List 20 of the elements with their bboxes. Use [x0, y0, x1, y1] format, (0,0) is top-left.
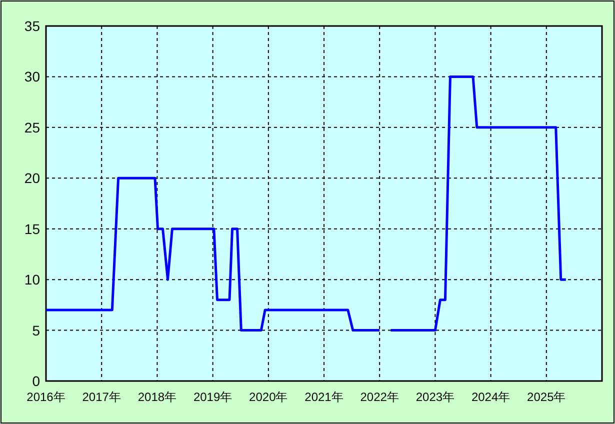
x-tick-label: 2021年: [304, 390, 344, 404]
x-tick-label: 2019年: [193, 390, 232, 404]
y-tick-label: 25: [24, 119, 40, 136]
y-tick-label: 15: [24, 220, 40, 237]
x-tick-label: 2025年: [527, 390, 566, 404]
line-series: [389, 75, 568, 332]
x-tick-label: 2020年: [249, 390, 288, 404]
x-tick-label: 2017年: [82, 390, 121, 404]
y-tick-label: 0: [32, 373, 40, 389]
y-tick-label: 30: [24, 68, 40, 85]
y-tick-label: 35: [24, 18, 40, 34]
y-tick-label: 20: [24, 170, 40, 186]
x-tick-label: 2016年: [26, 390, 66, 404]
y-tick-label: 5: [32, 322, 40, 338]
x-tick-label: 2024年: [471, 390, 510, 404]
y-tick-label: 10: [24, 272, 40, 288]
x-tick-label: 2022年: [360, 390, 399, 404]
x-tick-label: 2023年: [416, 390, 455, 404]
line-series: [44, 176, 381, 332]
x-tick-label: 2018年: [138, 390, 177, 404]
